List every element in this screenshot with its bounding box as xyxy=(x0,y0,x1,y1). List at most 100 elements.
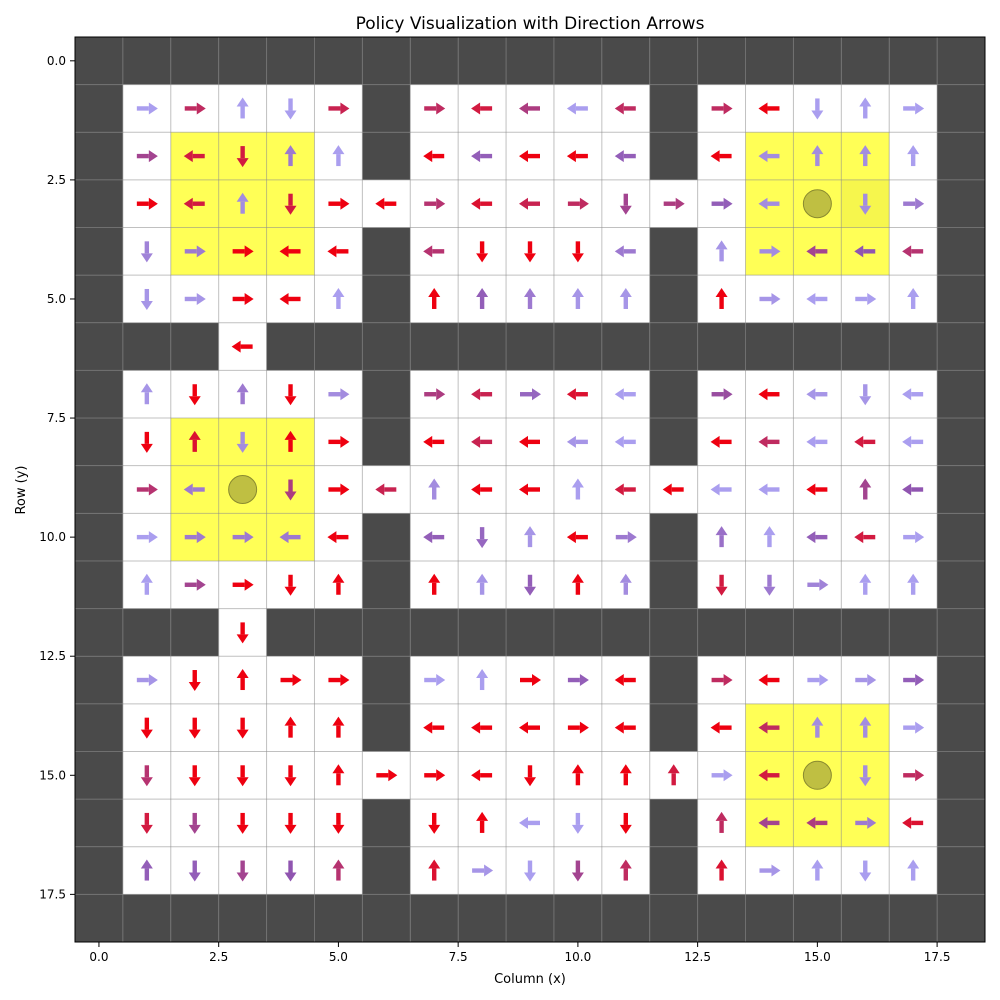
wall-cell xyxy=(506,322,554,371)
policy-arrow xyxy=(236,860,249,882)
policy-arrow xyxy=(140,288,153,310)
wall-cell xyxy=(937,84,985,133)
arrow-head xyxy=(188,396,201,406)
arrow-shaft xyxy=(719,439,732,445)
arrow-head xyxy=(188,729,201,739)
policy-arrow xyxy=(284,860,297,882)
policy-arrow xyxy=(376,769,398,782)
arrow-shaft xyxy=(240,344,253,349)
arrow-head xyxy=(183,197,193,210)
arrow-head xyxy=(279,245,289,258)
arrow-shaft xyxy=(520,392,532,397)
policy-arrow xyxy=(566,435,588,448)
arrow-head xyxy=(571,573,584,583)
arrow-head xyxy=(710,435,720,448)
policy-arrow xyxy=(188,765,201,787)
wall-cell xyxy=(553,608,602,657)
policy-arrow xyxy=(423,245,445,258)
arrow-shaft xyxy=(528,153,540,159)
wall-cell xyxy=(75,608,123,657)
policy-arrow xyxy=(758,816,780,829)
policy-arrow xyxy=(424,197,446,210)
arrow-shaft xyxy=(719,153,732,159)
arrow-shaft xyxy=(136,534,149,540)
arrow-shaft xyxy=(144,765,150,778)
arrow-shaft xyxy=(232,249,245,254)
policy-arrow xyxy=(236,431,249,453)
y-axis-label: Row (y) xyxy=(14,465,29,514)
arrow-head xyxy=(519,721,528,734)
arrow-shaft xyxy=(567,677,580,683)
wall-cell xyxy=(362,560,411,609)
policy-arrow xyxy=(902,816,924,829)
arrow-shaft xyxy=(240,431,245,444)
arrow-shaft xyxy=(815,534,828,540)
policy-arrow xyxy=(763,574,776,596)
arrow-shaft xyxy=(479,241,485,254)
wall-cell xyxy=(889,608,938,657)
wall-cell xyxy=(75,656,123,704)
arrow-shaft xyxy=(424,201,437,206)
wall-cell xyxy=(937,513,985,561)
plot-frame xyxy=(74,36,986,943)
arrow-head xyxy=(614,150,624,163)
wall-cell xyxy=(697,894,746,942)
policy-arrow xyxy=(571,860,584,882)
arrow-head xyxy=(915,531,925,544)
arrow-shaft xyxy=(328,487,341,492)
arrow-head xyxy=(806,531,816,544)
arrow-head xyxy=(327,531,337,544)
policy-arrow xyxy=(236,383,249,405)
policy-arrow xyxy=(519,197,540,210)
arrow-shaft xyxy=(767,487,780,492)
arrow-shaft xyxy=(336,154,341,167)
y-tick-label: 12.5 xyxy=(39,649,66,663)
wall-cell xyxy=(937,179,985,228)
arrow-shaft xyxy=(144,717,150,730)
policy-arrow xyxy=(188,430,201,452)
wall-cell xyxy=(553,894,602,942)
wall-cell xyxy=(601,608,650,657)
arrow-shaft xyxy=(288,860,293,873)
policy-arrow xyxy=(571,241,584,263)
arrow-head xyxy=(375,483,385,496)
policy-arrow xyxy=(279,245,301,258)
policy-arrow xyxy=(571,287,584,309)
policy-arrow xyxy=(571,812,584,834)
arrow-shaft xyxy=(623,392,636,397)
arrow-head xyxy=(340,197,350,210)
arrow-shaft xyxy=(719,820,724,833)
arrow-head xyxy=(484,864,494,877)
plot-area xyxy=(74,36,986,943)
arrow-shaft xyxy=(863,439,876,445)
policy-arrow xyxy=(859,97,872,119)
arrow-shaft xyxy=(855,820,868,826)
arrow-head xyxy=(811,859,824,869)
arrow-shaft xyxy=(719,725,732,730)
policy-arrow xyxy=(284,384,297,406)
policy-arrow xyxy=(428,812,441,834)
arrow-shaft xyxy=(911,439,924,445)
policy-arrow xyxy=(471,483,493,496)
arrow-shaft xyxy=(192,439,197,452)
arrow-head xyxy=(471,102,481,115)
arrow-shaft xyxy=(855,677,868,683)
policy-arrow xyxy=(136,531,158,544)
arrow-shaft xyxy=(288,249,301,254)
policy-arrow xyxy=(571,573,584,595)
arrow-shaft xyxy=(384,201,397,206)
policy-arrow xyxy=(471,388,493,401)
arrow-shaft xyxy=(575,773,581,786)
arrow-shaft xyxy=(479,820,485,833)
arrow-shaft xyxy=(480,725,493,730)
wall-cell xyxy=(649,84,698,133)
arrow-head xyxy=(284,396,297,406)
arrow-head xyxy=(854,245,864,258)
arrow-shaft xyxy=(623,677,636,683)
arrow-head xyxy=(332,824,345,834)
policy-arrow xyxy=(903,721,925,734)
arrow-head xyxy=(758,388,768,401)
wall-cell xyxy=(362,418,411,466)
arrow-shaft xyxy=(432,582,437,595)
arrow-shaft xyxy=(623,193,628,206)
